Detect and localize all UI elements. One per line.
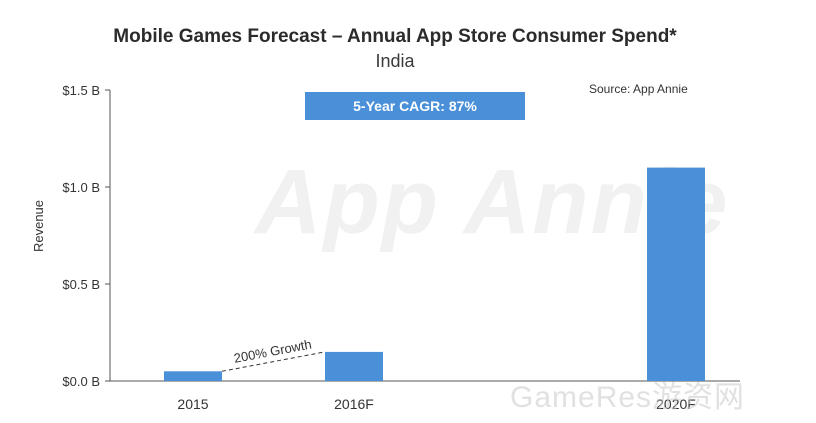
- source-note: Source: App Annie: [589, 82, 688, 96]
- x-tick-label: 2020F: [656, 396, 696, 412]
- x-tick-label: 2016F: [334, 396, 374, 412]
- bar-2020F: [647, 167, 705, 381]
- y-tick-label: $0.0 B: [62, 374, 100, 389]
- growth-dashed-line: [221, 351, 326, 372]
- y-axis-label: Revenue: [31, 200, 46, 252]
- y-tick-label: $0.5 B: [62, 277, 100, 292]
- y-tick-label: $1.0 B: [62, 180, 100, 195]
- chart-subtitle: India: [375, 51, 415, 71]
- cagr-callout: 5-Year CAGR: 87%: [305, 92, 525, 120]
- gameres-watermark: GameRes游资网: [510, 381, 746, 414]
- y-tick-label: $1.5 B: [62, 83, 100, 98]
- bar-2016F: [325, 351, 383, 381]
- x-tick-label: 2015: [177, 396, 208, 412]
- bar-2015: [164, 371, 222, 381]
- chart-title: Mobile Games Forecast – Annual App Store…: [113, 26, 677, 47]
